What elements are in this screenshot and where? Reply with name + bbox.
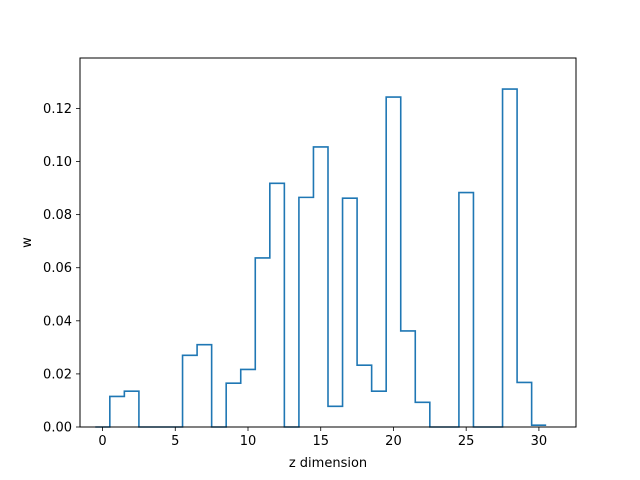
x-tick-label: 0 (98, 434, 106, 449)
x-axis-label: z dimension (289, 456, 367, 471)
y-axis-ticks: 0.00 0.02 0.04 0.06 0.08 0.10 0.12 (43, 102, 80, 436)
y-tick-label: 0.02 (43, 367, 72, 382)
x-tick-label: 25 (458, 434, 475, 449)
y-tick-label: 0.06 (43, 261, 72, 276)
x-tick-label: 20 (385, 434, 402, 449)
y-tick-label: 0.10 (43, 155, 72, 170)
x-tick-label: 15 (312, 434, 329, 449)
y-tick-label: 0.12 (43, 102, 72, 117)
y-tick-label: 0.04 (43, 314, 72, 329)
x-tick-label: 30 (531, 434, 548, 449)
x-tick-label: 10 (240, 434, 257, 449)
plot-layer (95, 88, 547, 428)
y-axis-label: w (20, 237, 35, 248)
x-axis-ticks: 0 5 10 15 20 25 30 (98, 427, 547, 449)
axes-frame (79, 57, 577, 428)
x-tick-label: 5 (171, 434, 179, 449)
series-step-line (95, 88, 547, 428)
y-tick-label: 0.00 (43, 421, 72, 436)
y-tick-label: 0.08 (43, 208, 72, 223)
